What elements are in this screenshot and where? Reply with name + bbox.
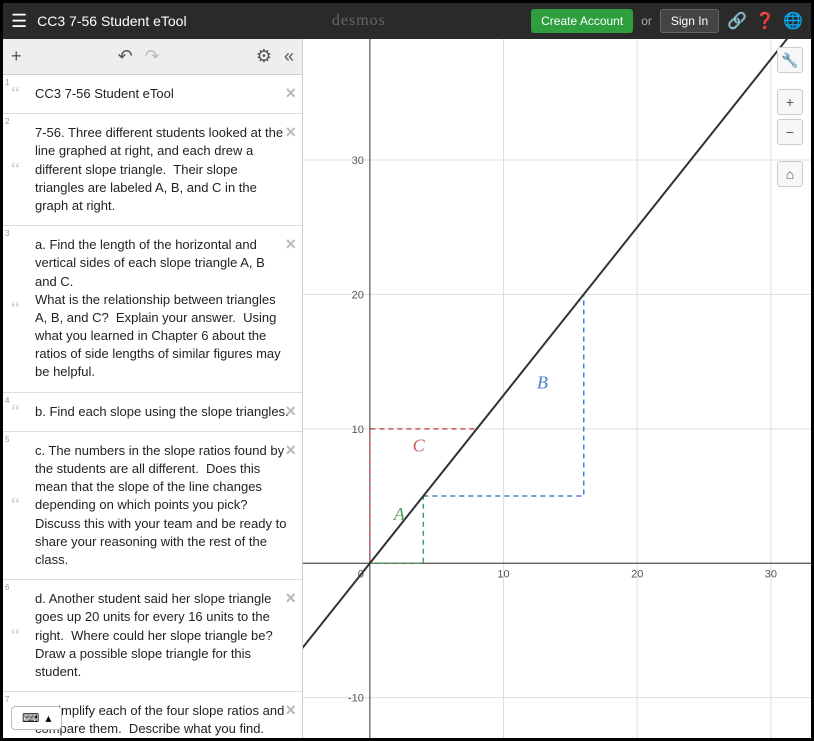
keyboard-toggle[interactable]: ⌨ ▴: [11, 706, 62, 730]
add-expression-button[interactable]: +: [11, 46, 22, 67]
zoom-in-button[interactable]: +: [777, 89, 803, 115]
graph-canvas[interactable]: 102030-101020300ABC: [303, 39, 811, 738]
undo-button[interactable]: ↶: [118, 46, 133, 67]
svg-text:A: A: [393, 504, 406, 524]
expression-item[interactable]: 6 “ ×d. Another student said her slope tri…: [3, 580, 302, 692]
svg-text:B: B: [537, 373, 548, 393]
keyboard-icon: ⌨: [22, 711, 39, 725]
collapse-sidebar-button[interactable]: «: [284, 46, 294, 67]
create-account-button[interactable]: Create Account: [531, 9, 633, 33]
zoom-out-button[interactable]: −: [777, 119, 803, 145]
svg-text:-10: -10: [348, 693, 364, 705]
quote-icon: “: [11, 295, 20, 323]
expression-text: c. The numbers in the slope ratios found…: [35, 442, 290, 569]
expression-number: 1: [5, 77, 9, 88]
sidebar-toolbar: + ↶ ↷ ⚙ «: [3, 39, 302, 75]
delete-expression-button[interactable]: ×: [285, 399, 296, 424]
svg-text:30: 30: [765, 568, 777, 580]
quote-icon: “: [11, 398, 20, 426]
expression-text: a. Find the length of the horizontal and…: [35, 236, 290, 382]
delete-expression-button[interactable]: ×: [285, 438, 296, 463]
expression-text: CC3 7-56 Student eTool: [35, 85, 290, 103]
delete-expression-button[interactable]: ×: [285, 586, 296, 611]
or-text: or: [641, 14, 652, 28]
expression-list: 1“×CC3 7-56 Student eTool2“×7-56. Three …: [3, 75, 302, 738]
expression-item[interactable]: 3 “ ×a. Find the length of the horizontal …: [3, 226, 302, 393]
expression-number: 2: [5, 116, 9, 127]
expression-item[interactable]: 5 “ ×c. The numbers in the slope ratios fo…: [3, 432, 302, 580]
quote-icon: “: [11, 80, 20, 108]
expression-text: d. Another student said her slope triang…: [35, 590, 290, 681]
quote-icon: “: [11, 622, 20, 650]
expression-number: 6: [5, 582, 9, 593]
graph-area[interactable]: 🔧 + − ⌂ 102030-101020300ABC: [303, 39, 811, 738]
quote-icon: “: [11, 491, 20, 519]
expression-number: 5: [5, 434, 9, 445]
svg-text:20: 20: [631, 568, 643, 580]
language-icon[interactable]: 🌐: [783, 11, 803, 31]
expression-text: b. Find each slope using the slope trian…: [35, 403, 290, 421]
home-button[interactable]: ⌂: [777, 161, 803, 187]
expression-item[interactable]: 2 “ ×7-56. Three different students looked…: [3, 114, 302, 226]
page-title: CC3 7-56 Student eTool: [37, 13, 186, 29]
svg-text:20: 20: [352, 289, 364, 301]
expression-number: 3: [5, 228, 9, 239]
expression-item[interactable]: 4“ ×b. Find each slope using the slope tr…: [3, 393, 302, 432]
expression-text: e. Simplify each of the four slope ratio…: [35, 702, 290, 738]
header-actions: Create Account or Sign In 🔗 ❓ 🌐: [531, 9, 803, 33]
expression-number: 4: [5, 395, 9, 406]
graph-controls: 🔧 + − ⌂: [777, 47, 803, 187]
delete-expression-button[interactable]: ×: [285, 120, 296, 145]
menu-icon[interactable]: ☰: [11, 11, 27, 32]
settings-icon[interactable]: ⚙: [256, 46, 272, 67]
svg-text:C: C: [413, 436, 426, 456]
sign-in-button[interactable]: Sign In: [660, 9, 719, 33]
expression-number: 7: [5, 694, 9, 705]
help-icon[interactable]: ❓: [755, 11, 775, 31]
graph-settings-button[interactable]: 🔧: [777, 47, 803, 73]
expression-sidebar: + ↶ ↷ ⚙ « 1“×CC3 7-56 Student eTool2“×7-…: [3, 39, 303, 738]
expression-item[interactable]: 1“ ×CC3 7-56 Student eTool: [3, 75, 302, 114]
delete-expression-button[interactable]: ×: [285, 81, 296, 106]
chevron-up-icon: ▴: [45, 711, 51, 725]
delete-expression-button[interactable]: ×: [285, 232, 296, 257]
quote-icon: “: [11, 156, 20, 184]
svg-text:10: 10: [352, 424, 364, 436]
brand-logo: desmos: [187, 12, 532, 30]
share-icon[interactable]: 🔗: [727, 11, 747, 31]
app-header: ☰ CC3 7-56 Student eTool desmos Create A…: [3, 3, 811, 39]
svg-text:30: 30: [352, 155, 364, 167]
redo-button[interactable]: ↷: [145, 46, 160, 67]
delete-expression-button[interactable]: ×: [285, 698, 296, 723]
svg-text:10: 10: [497, 568, 509, 580]
expression-text: 7-56. Three different students looked at…: [35, 124, 290, 215]
